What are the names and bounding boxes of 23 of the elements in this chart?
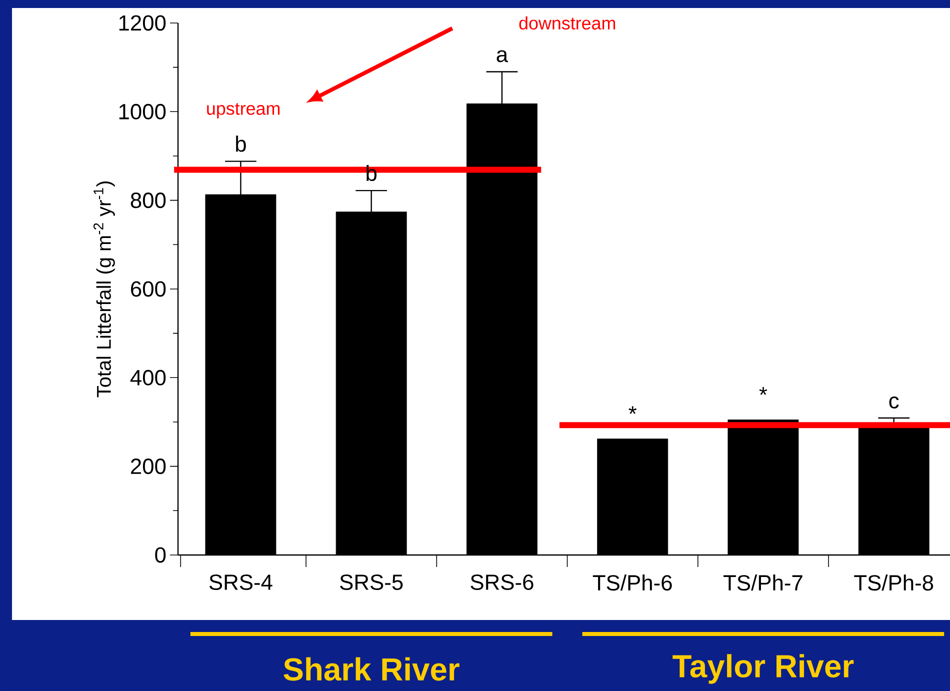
y-tick-label: 400	[130, 370, 166, 386]
y-tick-label: 1000	[119, 104, 166, 120]
y-axis-title: Total Litterfall (g m$^{-2}$ yr$^{-1}$)	[94, 182, 115, 398]
y-tick-label: 600	[131, 281, 166, 297]
y-tick-label: 1200	[119, 15, 166, 31]
x-tick-label: SRS-4	[209, 574, 272, 590]
annotation: c	[889, 396, 899, 408]
x-tick-label: TS/Ph-6	[592, 574, 672, 591]
annotation: b	[236, 136, 246, 152]
y-tick-label: 0	[155, 547, 166, 563]
annotation: a	[496, 50, 508, 62]
annotation: *	[628, 406, 637, 414]
annotation: upstream	[207, 103, 280, 118]
y-tick-label: 200	[131, 458, 166, 474]
x-tick-label: TS/Ph-7	[724, 574, 802, 591]
x-tick-label: TS/Ph-8	[854, 574, 934, 591]
text: Taylor River	[672, 654, 854, 684]
x-tick-label: SRS-5	[340, 574, 403, 590]
annotation: downstream	[519, 16, 616, 30]
text: Shark River	[284, 657, 460, 681]
annotation: *	[759, 387, 768, 395]
x-tick-label: SRS-6	[470, 574, 534, 590]
y-tick-label: 800	[130, 192, 166, 208]
